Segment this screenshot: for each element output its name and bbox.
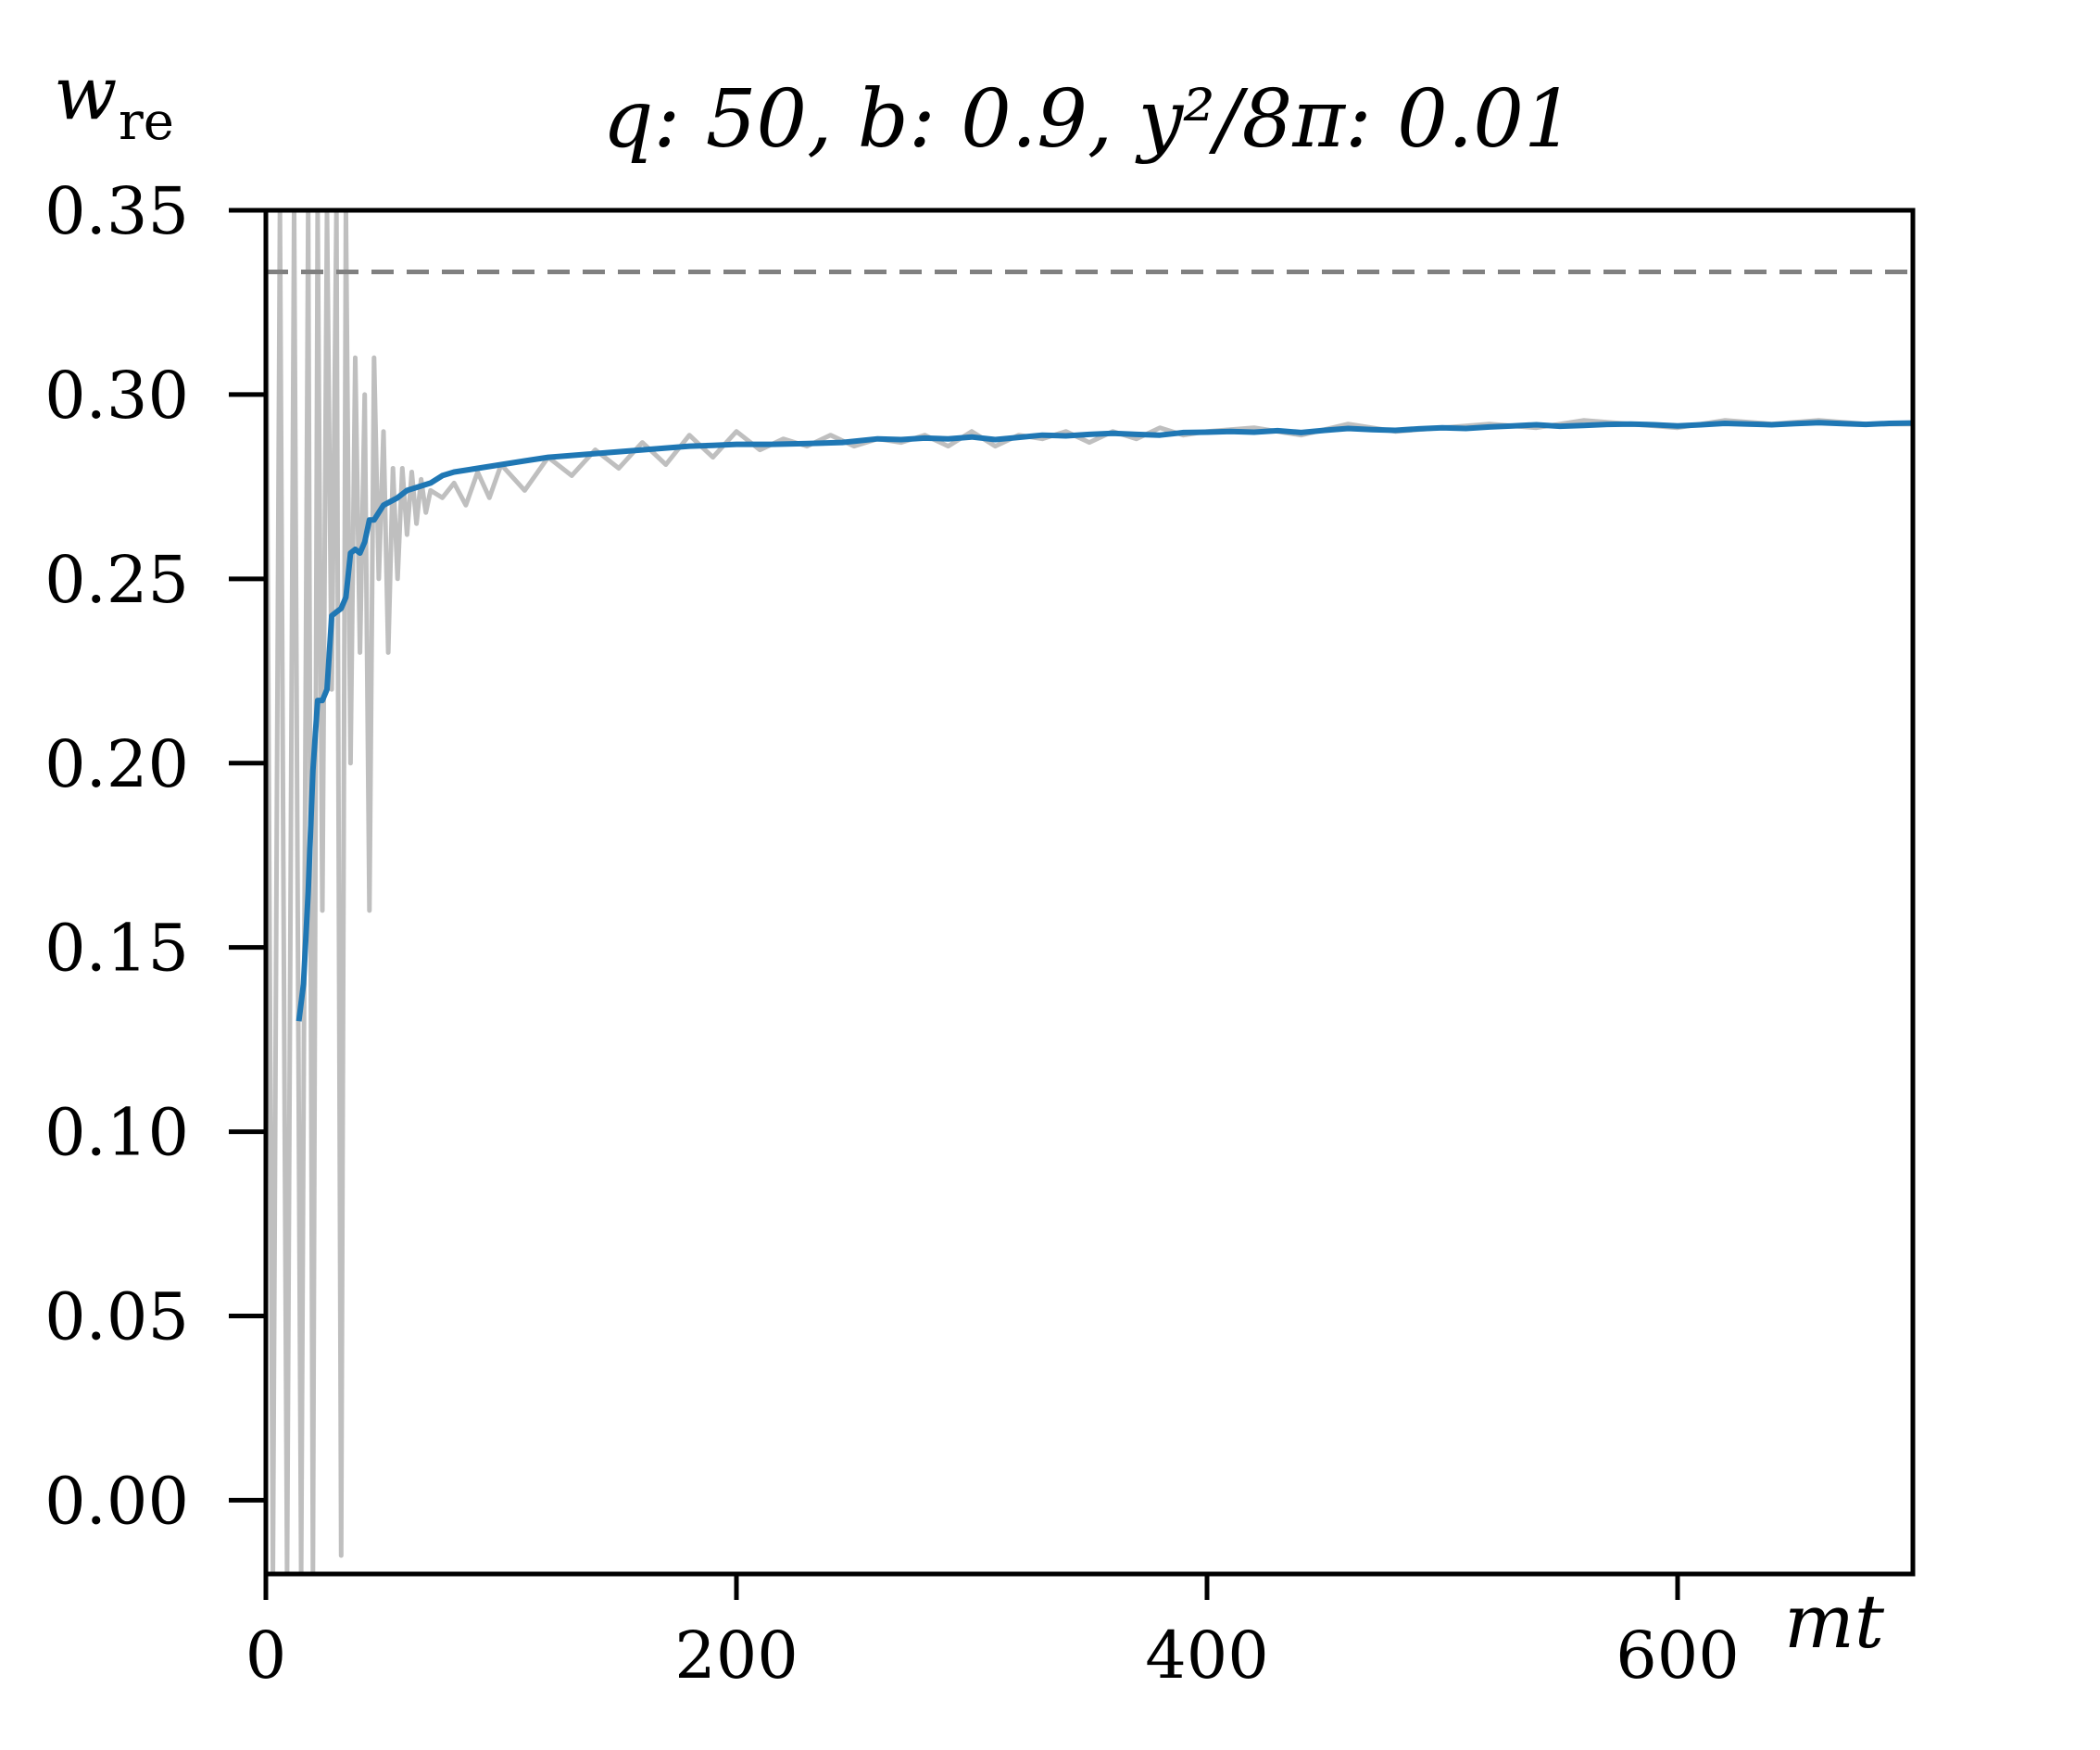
y-tick-label: 0.10 [44,1095,189,1171]
chart-title: q: 50, b: 0.9, y²/8π: 0.01 [602,73,1574,166]
plot-frame [263,208,1916,1577]
plot-content [266,210,1913,1574]
y-tick-label: 0.00 [44,1463,189,1539]
y-tick-label: 0.25 [44,542,189,618]
x-tick-label: 400 [1145,1618,1269,1693]
x-tick-label: 600 [1616,1618,1740,1693]
y-tick-label: 0.20 [44,726,189,802]
y-tick-label: 0.05 [44,1279,189,1355]
x-tick-label: 200 [674,1618,799,1693]
axis-ticks: 0 200 400 600 0.00 0.05 0.10 0.15 0.20 0.25 0.30 0.… [44,173,1740,1693]
y-axis-label-main: w [54,50,117,136]
y-tick-label: 0.30 [44,358,189,434]
y-axis-label: w re [54,50,174,152]
y-tick-label: 0.15 [44,911,189,987]
y-tick-label: 0.35 [44,173,189,249]
series-line-smoothed [296,420,1913,1022]
x-axis-label: mt [1784,1579,1885,1665]
y-axis-label-sub: re [119,92,174,152]
x-tick-label: 0 [245,1618,287,1693]
